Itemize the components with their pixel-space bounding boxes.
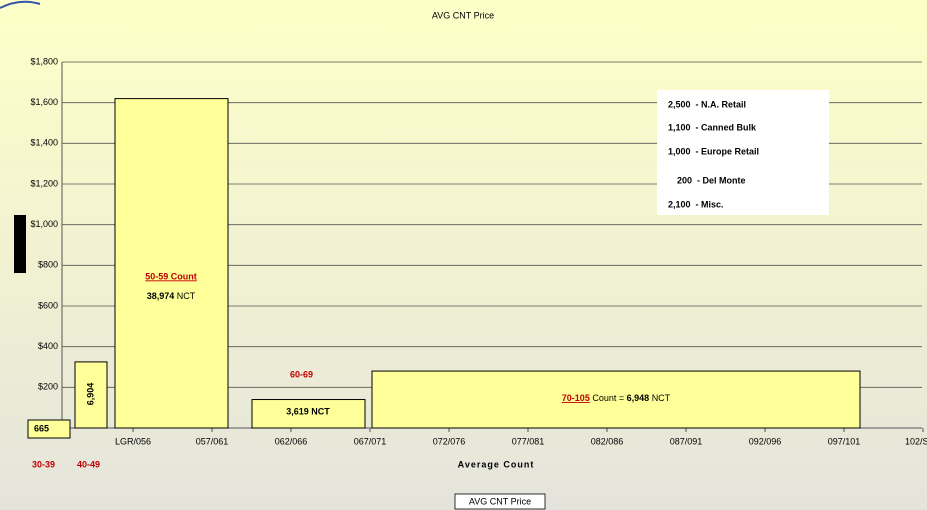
chart-title: AVG CNT Price [432, 10, 494, 20]
bar-value: 38,974 [147, 291, 175, 301]
bar-unit: NCT [652, 393, 671, 403]
bar-value: 6,948 [627, 393, 650, 403]
below-box [27, 419, 71, 439]
x-tick-label: 092/096 [749, 436, 782, 446]
y-tick-label: $600 [38, 300, 58, 310]
x-tick-label: 057/061 [196, 436, 229, 446]
x-tick-label: 102/SML [905, 436, 927, 446]
bar-unit: NCT [177, 291, 196, 301]
notes-box [657, 90, 829, 215]
y-tick-label: $1,000 [30, 219, 58, 229]
legend-box [454, 493, 546, 510]
legend-label: AVG CNT Price [469, 496, 531, 506]
bar-label: 70-105 Count = 6,948 NCT [562, 393, 671, 403]
y-tick-label: $200 [38, 382, 58, 392]
note: 1,100 - Canned Bulk [668, 122, 757, 132]
x-tick-label: 082/086 [591, 436, 624, 446]
range-label: 60-69 [290, 369, 313, 379]
logo [0, 0, 41, 9]
bar-prefix: Count = [592, 393, 624, 403]
side-block [14, 215, 26, 273]
bar-title: 50-59 Count [145, 271, 197, 281]
bar [114, 98, 229, 429]
x-tick-label: 067/071 [354, 436, 387, 446]
range-label: 30-39 [32, 459, 55, 469]
bar [371, 370, 861, 429]
x-tick-label: 087/091 [670, 436, 703, 446]
bar-label: 38,974 NCT [147, 291, 196, 301]
x-axis-label: Average Count [458, 459, 535, 469]
bar [251, 399, 366, 429]
bar-label: 6,904 [85, 383, 95, 406]
x-tick-label: 097/101 [828, 436, 861, 446]
bar [74, 361, 108, 429]
note: 1,000 - Europe Retail [668, 146, 759, 156]
y-tick-label: $1,200 [30, 178, 58, 188]
bar-title: 70-105 [562, 393, 590, 403]
below-box-label: 665 [34, 423, 49, 433]
x-tick-label: 077/081 [512, 436, 545, 446]
x-tick-label: 062/066 [275, 436, 308, 446]
y-tick-label: $1,800 [30, 56, 58, 66]
y-tick-label: $1,600 [30, 97, 58, 107]
y-tick-label: $800 [38, 260, 58, 270]
note: 2,500 - N.A. Retail [668, 99, 746, 109]
x-tick-label: LGR/056 [115, 436, 151, 446]
y-tick-label: $1,400 [30, 138, 58, 148]
note: 2,100 - Misc. [668, 199, 724, 209]
note: 200 - Del Monte [677, 175, 746, 185]
y-tick-label: $400 [38, 341, 58, 351]
bar-label: 3,619 NCT [286, 406, 330, 416]
x-tick-label: 072/076 [433, 436, 466, 446]
range-label: 40-49 [77, 459, 100, 469]
